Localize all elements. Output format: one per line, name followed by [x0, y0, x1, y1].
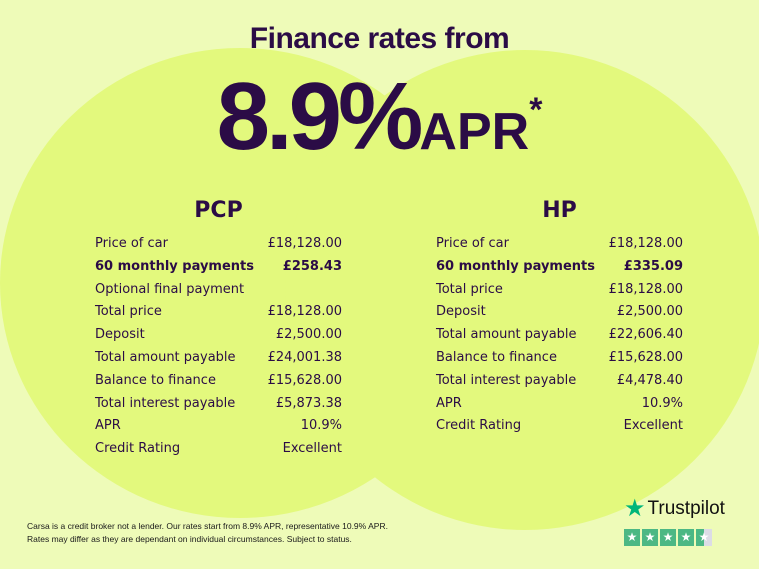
table-row: Deposit £2,500.00: [436, 301, 683, 324]
row-label: Balance to finance: [95, 372, 216, 388]
disclaimer-line: Rates may differ as they are dependant o…: [27, 534, 352, 544]
table-row: Credit Rating Excellent: [436, 415, 683, 438]
row-value: 10.9%: [300, 418, 342, 434]
table-row: Deposit £2,500.00: [95, 324, 342, 347]
row-value: £18,128.00: [608, 281, 683, 297]
row-label: Optional final payment: [95, 281, 245, 297]
table-row: Balance to finance £15,628.00: [436, 347, 683, 370]
table-row: Total price £18,128.00: [95, 301, 342, 324]
asterisk: *: [529, 91, 543, 129]
table-row: Total amount payable £22,606.40: [436, 324, 683, 347]
headline: Finance rates from: [249, 22, 510, 55]
pcp-title: PCP: [194, 198, 243, 223]
table-row: Total interest payable £4,478.40: [436, 370, 683, 393]
row-label: Total price: [95, 304, 162, 320]
row-value: £4,478.40: [616, 372, 683, 388]
row-value: £18,128.00: [608, 236, 683, 251]
trustpilot-badge[interactable]: ★ Trustpilot ★ ★ ★ ★ ★: [624, 494, 725, 546]
table-row: APR 10.9%: [436, 393, 683, 416]
table-row: Total price £18,128.00: [436, 279, 683, 302]
row-label: Deposit: [95, 327, 145, 343]
row-label: Price of car: [436, 236, 509, 251]
star-icon: ★: [696, 529, 712, 546]
star-icon: ★: [642, 529, 658, 546]
row-label: Price of car: [95, 236, 168, 251]
row-value: £18,128.00: [267, 304, 342, 320]
row-label: Deposit: [436, 304, 486, 320]
row-value: £15,628.00: [267, 372, 342, 388]
row-value: £335.09: [623, 258, 683, 274]
row-value: Excellent: [282, 441, 342, 457]
disclaimer-line: Carsa is a credit broker not a lender. O…: [27, 521, 388, 531]
star-icon: ★: [624, 495, 646, 522]
table-row: Price of car £18,128.00: [436, 233, 683, 256]
rate-value: 8.9%: [216, 63, 424, 170]
row-value: £2,500.00: [616, 304, 683, 320]
row-value: 10.9%: [641, 395, 683, 411]
row-label: 60 monthly payments: [95, 258, 254, 274]
background-circle-right: [285, 50, 759, 530]
row-label: APR: [436, 395, 462, 411]
table-row: Optional final payment: [95, 279, 342, 302]
trustpilot-rating: ★ ★ ★ ★ ★: [624, 529, 725, 546]
row-value: £258.43: [282, 258, 342, 274]
table-row: 60 monthly payments £335.09: [436, 256, 683, 279]
table-row: Balance to finance £15,628.00: [95, 370, 342, 393]
table-row: 60 monthly payments £258.43: [95, 256, 342, 279]
row-label: 60 monthly payments: [436, 258, 595, 274]
row-label: Total amount payable: [436, 327, 577, 343]
row-label: Balance to finance: [436, 349, 557, 365]
pcp-table: PCP Price of car £18,128.00 60 monthly pay…: [95, 198, 342, 461]
rate-display: 8.9%APR*: [0, 62, 759, 172]
row-value: £5,873.38: [275, 395, 342, 411]
table-row: APR 10.9%: [95, 415, 342, 438]
row-value: Excellent: [623, 418, 683, 434]
disclaimer: Carsa is a credit broker not a lender. O…: [27, 520, 388, 546]
row-value: £24,001.38: [267, 349, 342, 365]
row-value: £22,606.40: [608, 327, 683, 343]
row-value: £2,500.00: [275, 327, 342, 343]
row-label: Total price: [436, 281, 503, 297]
row-label: Total amount payable: [95, 349, 236, 365]
table-row: Total interest payable £5,873.38: [95, 393, 342, 416]
row-label: APR: [95, 418, 121, 434]
row-value: £15,628.00: [608, 349, 683, 365]
table-row: Price of car £18,128.00: [95, 233, 342, 256]
row-label: Total interest payable: [436, 372, 577, 388]
hp-table: HP Price of car £18,128.00 60 monthly paym…: [436, 198, 683, 438]
hp-title: HP: [542, 198, 577, 223]
trustpilot-name: Trustpilot: [647, 497, 725, 519]
row-label: Credit Rating: [95, 441, 181, 457]
table-row: Total amount payable £24,001.38: [95, 347, 342, 370]
star-icon: ★: [624, 529, 640, 546]
star-icon: ★: [678, 529, 694, 546]
star-icon: ★: [660, 529, 676, 546]
row-value: £18,128.00: [267, 236, 342, 251]
apr-label: APR: [419, 103, 530, 161]
row-label: Credit Rating: [436, 418, 522, 434]
table-row: Credit Rating Excellent: [95, 438, 342, 461]
row-label: Total interest payable: [95, 395, 236, 411]
